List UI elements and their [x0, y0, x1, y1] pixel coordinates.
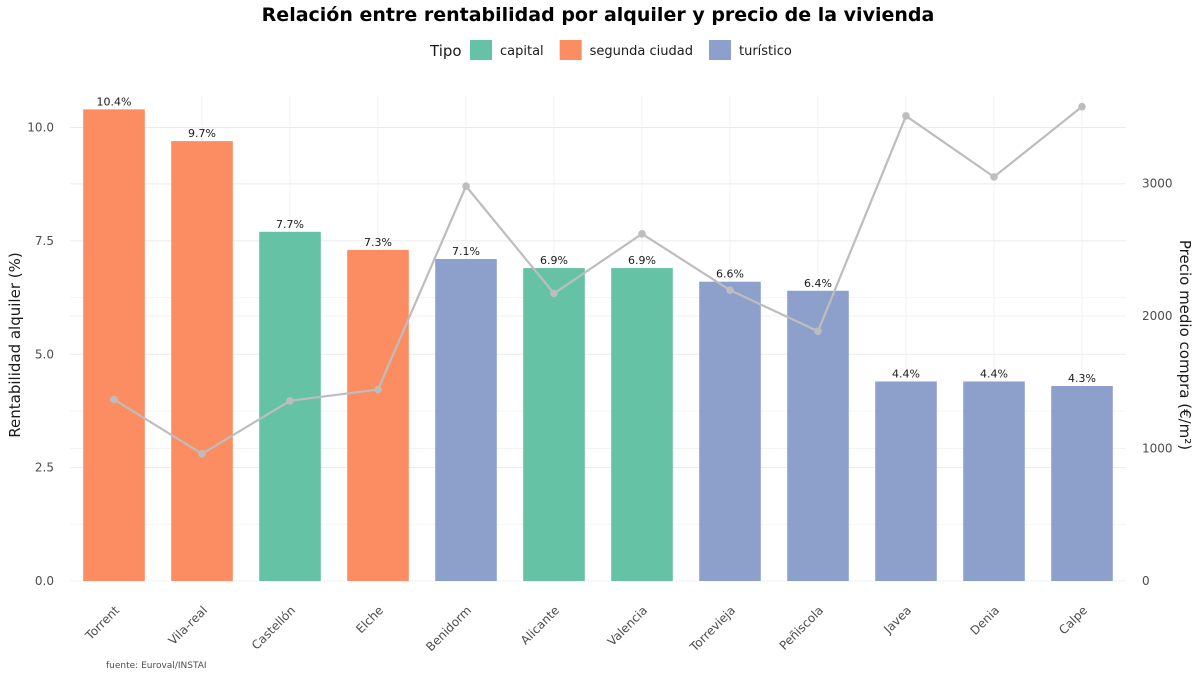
caption: fuente: Euroval/INSTAI [106, 661, 207, 671]
price-point [462, 182, 470, 190]
y-axis-left: 0.0 2.5 5.0 7.5 10.0 [27, 121, 54, 589]
data-label: 4.3% [1068, 372, 1096, 385]
bar [435, 259, 497, 581]
bar [611, 268, 673, 581]
bar [347, 249, 409, 581]
bar [1051, 385, 1113, 581]
y-tick-label: 7.5 [35, 234, 54, 248]
bar [83, 109, 145, 582]
price-point [374, 385, 382, 394]
price-point [814, 327, 822, 336]
legend-swatch [708, 40, 731, 60]
data-label: 6.9% [540, 254, 568, 267]
data-label: 4.4% [892, 367, 920, 380]
price-line [110, 102, 1086, 458]
y-tick-label: 5.0 [35, 347, 54, 361]
data-label: 6.9% [628, 254, 656, 267]
data-label: 6.4% [804, 277, 832, 290]
legend-title: Tipo [429, 42, 462, 60]
price-point [110, 395, 118, 404]
bar [699, 281, 761, 581]
legend: Tipo capital segunda ciudad turístico [429, 40, 792, 60]
price-point [638, 230, 646, 238]
price-point [726, 286, 734, 294]
bars: 10.4% 9.7% 7.7% 7.3% 7.1% 6.9% 6.9% 6.6% 6.4% 4.4… [83, 95, 1113, 582]
y-axis-title: Rentabilidad alquiler (%) [6, 252, 24, 437]
bar [171, 141, 233, 582]
price-line-path [113, 105, 1083, 456]
legend-label: capital [500, 44, 544, 59]
bar [875, 381, 937, 581]
legend-swatch [470, 40, 492, 60]
data-label: 7.3% [364, 236, 392, 249]
data-label: 6.6% [716, 268, 744, 281]
chart-title: Relación entre rentabilidad por alquiler… [262, 4, 935, 26]
data-label: 9.7% [188, 127, 216, 140]
y-tick-label: 10.0 [27, 121, 54, 135]
data-label: 10.4% [97, 95, 132, 108]
y2-tick-label: 0 [1142, 574, 1150, 588]
bar [963, 381, 1025, 581]
bar [787, 290, 849, 581]
data-label: 7.1% [452, 245, 480, 258]
price-point [990, 173, 998, 181]
legend-label: turístico [739, 44, 792, 59]
y2-tick-label: 2000 [1142, 309, 1173, 323]
y-axis-right: 0 1000 2000 3000 [1142, 177, 1173, 589]
data-label: 7.7% [276, 218, 304, 231]
y2-tick-label: 3000 [1142, 177, 1173, 191]
price-point [902, 112, 910, 120]
price-point [1078, 102, 1086, 111]
legend-swatch [559, 40, 582, 60]
y-tick-label: 0.0 [35, 574, 54, 588]
y2-axis-title: Precio medio compra (€/m²) [1176, 240, 1194, 450]
price-point [198, 450, 206, 458]
y2-tick-label: 1000 [1142, 442, 1173, 456]
bar [259, 231, 321, 581]
price-point [286, 397, 294, 405]
price-point [550, 289, 558, 298]
legend-label: segunda ciudad [590, 44, 693, 59]
y-tick-label: 2.5 [35, 461, 54, 475]
data-label: 4.4% [980, 367, 1008, 380]
bar [523, 268, 585, 581]
